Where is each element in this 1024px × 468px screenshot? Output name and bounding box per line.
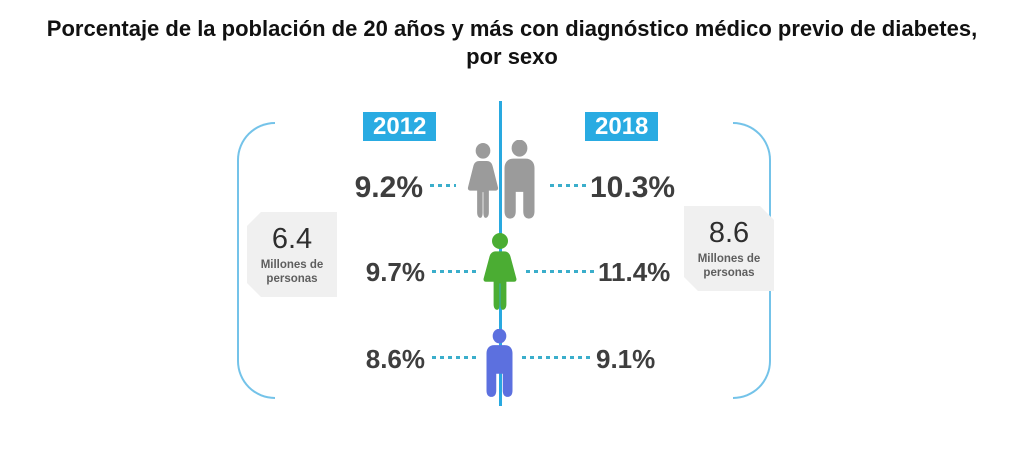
millions-box-2012: 6.4 Millones de personas bbox=[247, 212, 337, 297]
pct-2012-men: 8.6% bbox=[365, 344, 425, 374]
millions-value-2012: 6.4 bbox=[271, 223, 313, 255]
leader-line-2018-men bbox=[522, 356, 592, 359]
year-badge-2018: 2018 bbox=[585, 112, 659, 141]
leader-line-2018-both bbox=[550, 184, 587, 187]
couple-man-icon bbox=[504, 140, 535, 219]
pct-2018-women: 11.4% bbox=[598, 257, 671, 287]
woman-icon bbox=[483, 233, 517, 310]
pct-2012-both-sexes: 9.2% bbox=[354, 171, 423, 204]
couple-woman-icon bbox=[467, 143, 499, 218]
year-badge-2012: 2012 bbox=[363, 112, 437, 141]
chart-title: Porcentaje de la población de 20 años y … bbox=[0, 15, 1024, 71]
pct-2018-men: 9.1% bbox=[596, 344, 656, 374]
leader-line-2018-women bbox=[526, 270, 594, 273]
millions-box-2018: 8.6 Millones de personas bbox=[684, 206, 774, 291]
millions-label-2012: Millones de personas bbox=[260, 259, 324, 285]
chart-title-line2: por sexo bbox=[466, 44, 558, 69]
leader-line-2012-women bbox=[432, 270, 476, 273]
pct-2012-women: 9.7% bbox=[365, 257, 425, 287]
millions-label-2018: Millones de personas bbox=[697, 253, 761, 279]
leader-line-2012-men bbox=[432, 356, 478, 359]
man-icon bbox=[486, 329, 513, 397]
millions-value-2018: 8.6 bbox=[708, 217, 750, 249]
leader-line-2012-both bbox=[430, 184, 456, 187]
chart-title-line1: Porcentaje de la población de 20 años y … bbox=[46, 16, 978, 41]
pct-2018-both-sexes: 10.3% bbox=[590, 171, 676, 204]
